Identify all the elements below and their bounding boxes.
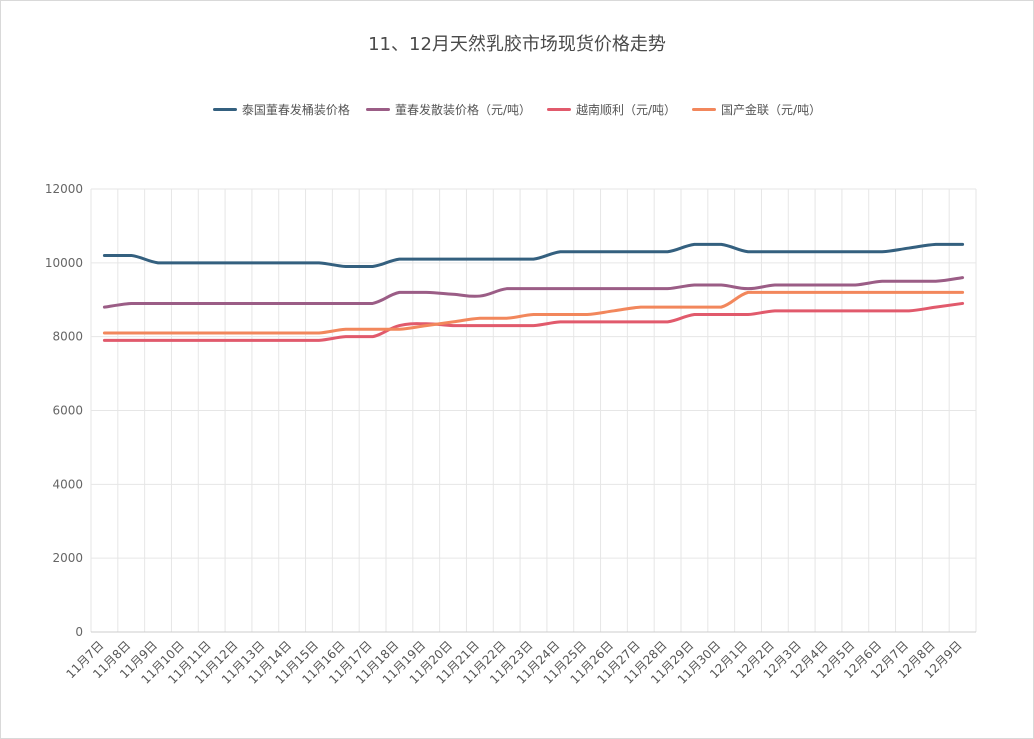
legend-swatch-2 [546,108,571,111]
y-tick-label: 0 [75,625,83,639]
legend-item-series-3[interactable]: 国产金联（元/吨） [692,101,821,118]
y-tick-label: 8000 [52,330,83,344]
series-line-1 [102,276,965,309]
series-line-2 [102,301,965,342]
legend-swatch-3 [692,108,717,111]
legend-item-series-1[interactable]: 董春发散装价格（元/吨） [365,101,531,118]
y-tick-label: 2000 [52,551,83,565]
y-tick-label: 6000 [52,404,83,418]
legend-item-series-2[interactable]: 越南顺利（元/吨） [546,101,677,118]
y-tick-label: 4000 [52,477,83,491]
legend-label-0: 泰国董春发桶装价格 [241,103,350,117]
series-line-0 [102,242,965,269]
legend-label-1: 董春发散装价格（元/吨） [394,103,531,117]
legend-label-3: 国产金联（元/吨） [721,103,822,117]
legend-swatch-1 [365,108,390,111]
legend-label-2: 越南顺利（元/吨） [575,103,677,117]
legend-swatch-0 [212,108,237,111]
y-tick-label: 10000 [45,256,83,270]
legend: 泰国董春发桶装价格 董春发散装价格（元/吨） 越南顺利（元/吨） 国产金联（元/… [0,101,1034,118]
series-line-3 [102,290,965,335]
chart-title: 11、12月天然乳胶市场现货价格走势 [368,34,666,55]
y-tick-label: 12000 [45,182,83,196]
legend-item-series-0[interactable]: 泰国董春发桶装价格 [212,101,350,118]
